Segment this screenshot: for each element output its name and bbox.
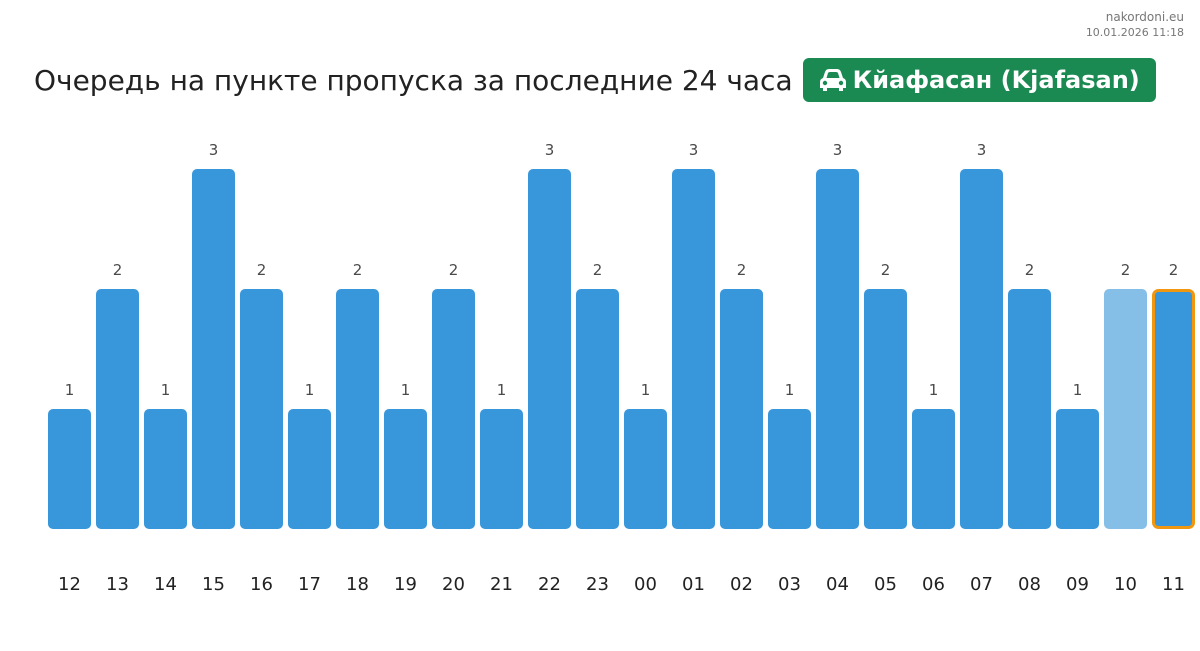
bar-01: [672, 169, 715, 529]
bar-value-label: 1: [161, 381, 171, 399]
chart-header: Очередь на пункте пропуска за последние …: [34, 58, 1156, 102]
x-tick-label: 02: [730, 574, 753, 595]
bar-value-label: 2: [593, 261, 603, 279]
x-tick-label: 05: [874, 574, 897, 595]
bar-value-label: 2: [449, 261, 459, 279]
bar-value-label: 1: [497, 381, 507, 399]
bar-value-label: 2: [1121, 261, 1131, 279]
bar-value-label: 2: [353, 261, 363, 279]
chart-title: Очередь на пункте пропуска за последние …: [34, 63, 793, 97]
bar-22: [528, 169, 571, 529]
x-tick-label: 00: [634, 574, 657, 595]
bar-16: [240, 289, 283, 529]
car-icon: [819, 69, 846, 91]
x-tick-label: 04: [826, 574, 849, 595]
bar-value-label: 1: [65, 381, 75, 399]
bar-20: [432, 289, 475, 529]
bar-value-label: 1: [641, 381, 651, 399]
station-badge: Кйафасан (Kjafasan): [802, 58, 1156, 102]
bar-19: [384, 409, 427, 529]
bar-value-label: 2: [881, 261, 891, 279]
bar-value-label: 1: [929, 381, 939, 399]
bar-08: [1008, 289, 1051, 529]
x-tick-label: 18: [346, 574, 369, 595]
bar-15: [192, 169, 235, 529]
x-tick-label: 19: [394, 574, 417, 595]
bar-07: [960, 169, 1003, 529]
bar-05: [864, 289, 907, 529]
x-tick-label: 20: [442, 574, 465, 595]
x-tick-label: 23: [586, 574, 609, 595]
bar-02: [720, 289, 763, 529]
bar-03: [768, 409, 811, 529]
watermark-timestamp: 10.01.2026 11:18: [1085, 26, 1184, 39]
watermark-site: nakordoni.eu: [1105, 10, 1184, 24]
bar-value-label: 1: [785, 381, 795, 399]
x-tick-label: 22: [538, 574, 561, 595]
x-tick-label: 14: [154, 574, 177, 595]
bar-value-label: 3: [545, 141, 555, 159]
bar-value-label: 1: [401, 381, 411, 399]
x-tick-label: 01: [682, 574, 705, 595]
x-tick-label: 15: [202, 574, 225, 595]
bar-06: [912, 409, 955, 529]
bar-10: [1104, 289, 1147, 529]
bar-value-label: 2: [1169, 261, 1179, 279]
bar-17: [288, 409, 331, 529]
bar-value-label: 3: [977, 141, 987, 159]
bar-value-label: 3: [833, 141, 843, 159]
bar-value-label: 2: [257, 261, 267, 279]
bar-13: [96, 289, 139, 529]
x-tick-label: 09: [1066, 574, 1089, 595]
x-tick-label: 17: [298, 574, 321, 595]
x-tick-label: 03: [778, 574, 801, 595]
x-tick-label: 10: [1114, 574, 1137, 595]
bar-11: [1152, 289, 1195, 529]
x-tick-label: 11: [1162, 574, 1185, 595]
bar-value-label: 3: [209, 141, 219, 159]
bar-value-label: 2: [113, 261, 123, 279]
station-name: Кйафасан (Kjafasan): [852, 66, 1140, 94]
bar-value-label: 1: [305, 381, 315, 399]
bar-23: [576, 289, 619, 529]
bar-21: [480, 409, 523, 529]
bar-00: [624, 409, 667, 529]
bar-value-label: 1: [1073, 381, 1083, 399]
x-tick-label: 21: [490, 574, 513, 595]
bar-12: [48, 409, 91, 529]
bar-value-label: 2: [1025, 261, 1035, 279]
bar-14: [144, 409, 187, 529]
x-tick-label: 06: [922, 574, 945, 595]
x-tick-label: 16: [250, 574, 273, 595]
bar-18: [336, 289, 379, 529]
x-tick-label: 12: [58, 574, 81, 595]
watermark: nakordoni.eu 10.01.2026 11:18: [1086, 9, 1184, 41]
bar-09: [1056, 409, 1099, 529]
bar-04: [816, 169, 859, 529]
x-tick-label: 13: [106, 574, 129, 595]
bar-value-label: 2: [737, 261, 747, 279]
x-tick-label: 07: [970, 574, 993, 595]
bar-value-label: 3: [689, 141, 699, 159]
x-tick-label: 08: [1018, 574, 1041, 595]
